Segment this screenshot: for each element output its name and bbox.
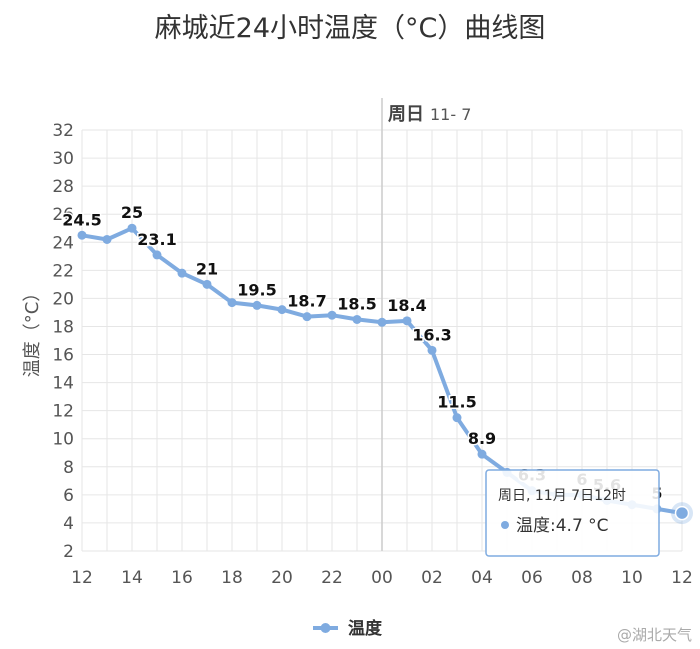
x-tick-label: 00 — [371, 568, 393, 588]
y-tick-label: 2 — [63, 542, 74, 562]
chart-title: 麻城近24小时温度（°C）曲线图 — [155, 13, 546, 44]
data-label: 24.5 — [62, 210, 101, 229]
data-point[interactable] — [152, 250, 162, 260]
data-label: 16.3 — [412, 325, 451, 344]
day-separator: 周日 11- 7 — [381, 98, 471, 551]
x-tick-label: 20 — [271, 568, 293, 588]
y-tick-label: 30 — [52, 149, 74, 169]
y-tick-label: 10 — [52, 430, 74, 450]
data-point[interactable] — [177, 268, 187, 278]
data-point[interactable] — [77, 230, 87, 240]
day-separator-day: 周日 — [388, 104, 424, 125]
y-tick-label: 24 — [52, 233, 74, 253]
data-point[interactable] — [227, 298, 237, 308]
data-point[interactable] — [377, 317, 387, 327]
day-separator-date: 11- 7 — [430, 105, 471, 124]
data-label: 18.7 — [287, 292, 326, 311]
data-labels: 24.5 25 23.1 21 19.5 18.7 18.5 18.4 16.3 11.5 8.9 6… — [61, 202, 664, 505]
legend-marker[interactable] — [320, 623, 331, 633]
watermark: @湖北天气 — [617, 626, 692, 644]
data-label: 18.5 — [337, 294, 376, 313]
x-tick-label: 10 — [621, 568, 643, 588]
x-tick-label: 12 — [71, 568, 93, 588]
y-tick-label: 4 — [63, 514, 74, 534]
x-tick-label: 02 — [421, 568, 443, 588]
legend-label[interactable]: 温度 — [348, 618, 383, 639]
y-axis-title: 温度（°C） — [22, 284, 43, 378]
y-tick-label: 20 — [52, 289, 74, 309]
y-tick-label: 8 — [63, 458, 74, 478]
data-point[interactable] — [402, 316, 412, 326]
y-tick-label: 18 — [52, 317, 74, 337]
data-label: 11.5 — [437, 393, 476, 412]
tooltip-box — [485, 469, 660, 557]
data-point[interactable] — [477, 449, 487, 459]
y-tick-label: 32 — [52, 121, 74, 141]
y-tick-label: 6 — [63, 486, 74, 506]
data-point[interactable] — [352, 314, 362, 324]
y-tick-label: 14 — [52, 374, 74, 394]
data-label: 25 — [121, 203, 143, 222]
data-label: 23.1 — [137, 230, 176, 249]
x-tick-label: 22 — [321, 568, 343, 588]
tooltip-series-marker — [501, 521, 509, 529]
x-tick-label: 08 — [571, 568, 593, 588]
data-point[interactable] — [277, 305, 287, 315]
data-label: 18.4 — [387, 296, 426, 315]
data-point[interactable] — [452, 413, 462, 423]
data-point[interactable] — [202, 279, 212, 289]
day-separator-label: 周日 11- 7 — [388, 104, 471, 125]
data-point-highlight[interactable] — [674, 505, 690, 521]
tooltip-header: 周日, 11月 7日12时 — [498, 488, 626, 504]
y-tick-label: 22 — [52, 261, 74, 281]
x-tick-label: 06 — [521, 568, 543, 588]
data-point[interactable] — [252, 300, 262, 310]
x-tick-label: 04 — [471, 568, 493, 588]
data-point[interactable] — [102, 234, 112, 244]
y-tick-label: 28 — [52, 177, 74, 197]
data-label: 19.5 — [237, 280, 276, 299]
y-tick-label: 16 — [52, 346, 74, 366]
data-point[interactable] — [427, 345, 437, 355]
x-tick-label: 18 — [221, 568, 243, 588]
y-tick-label: 12 — [52, 402, 74, 422]
data-point[interactable] — [127, 223, 137, 233]
data-point[interactable] — [327, 310, 337, 320]
x-tick-label: 12 — [671, 568, 693, 588]
data-label: 21 — [196, 259, 218, 278]
x-tick-label: 14 — [121, 568, 143, 588]
legend[interactable]: 温度 — [313, 618, 383, 639]
tooltip-value: 温度:4.7 °C — [516, 516, 609, 536]
y-tick-label: 26 — [52, 205, 74, 225]
data-label: 8.9 — [468, 429, 496, 448]
x-tick-label: 16 — [171, 568, 193, 588]
data-point[interactable] — [302, 312, 312, 322]
